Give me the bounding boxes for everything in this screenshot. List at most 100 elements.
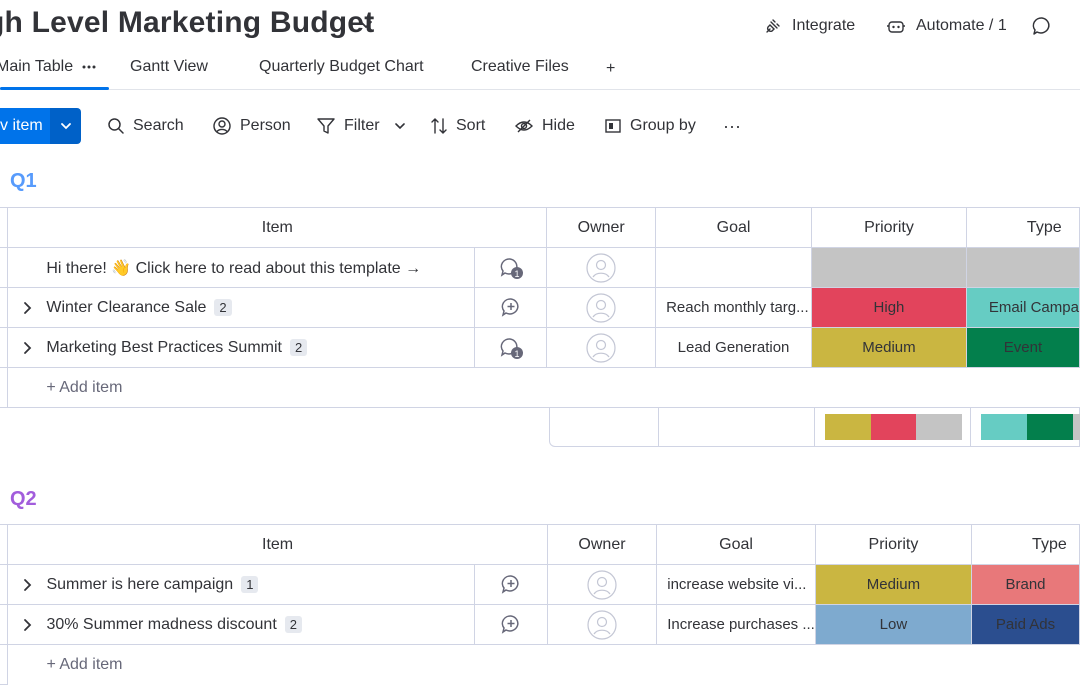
item-name[interactable]: 30% Summer madness discount — [46, 615, 277, 633]
column-header-goal[interactable]: Goal — [656, 524, 816, 565]
group-by-button[interactable]: Group by — [604, 113, 696, 139]
item-cell[interactable]: 30% Summer madness discount 2 — [7, 604, 476, 645]
owner-cell[interactable] — [546, 247, 657, 288]
expand-chevron-right-icon[interactable] — [9, 578, 47, 592]
automate-button[interactable]: Automate / 1 — [886, 14, 1007, 38]
tab-gantt-view[interactable]: Gantt View — [130, 58, 208, 75]
table-row[interactable]: Summer is here campaign 1 increase websi… — [0, 564, 1080, 605]
column-header-item[interactable]: Item — [7, 207, 548, 248]
table-row[interactable]: Hi there! 👋 Click here to read about thi… — [0, 247, 1080, 288]
add-item-input[interactable]: + Add item — [7, 367, 1080, 408]
expand-chevron-right-icon[interactable] — [9, 341, 47, 355]
item-cell[interactable]: Winter Clearance Sale 2 — [7, 287, 476, 328]
avatar-placeholder-icon[interactable] — [548, 289, 655, 327]
avatar-placeholder-icon[interactable] — [548, 249, 655, 287]
item-cell[interactable]: Marketing Best Practices Summit 2 — [7, 327, 476, 368]
column-header-goal[interactable]: Goal — [655, 207, 812, 248]
column-header-priority[interactable]: Priority — [811, 207, 967, 248]
goal-cell[interactable] — [655, 247, 812, 288]
table-row[interactable]: Winter Clearance Sale 2 Reach monthly ta… — [0, 287, 1080, 328]
subitems-count-badge[interactable]: 2 — [289, 339, 308, 356]
goal-cell[interactable]: Reach monthly targ... — [655, 287, 812, 328]
add-item-row[interactable]: + Add item — [0, 644, 1080, 685]
updates-cell[interactable]: 1 — [474, 327, 548, 368]
item-name[interactable]: Winter Clearance Sale — [46, 298, 207, 316]
goal-cell[interactable]: Increase purchases ... — [656, 604, 816, 645]
column-header-type[interactable]: Type — [971, 524, 1080, 565]
group-title-q2[interactable]: Q2 — [10, 488, 37, 510]
more-actions-button[interactable]: ··· — [723, 115, 741, 136]
avatar-placeholder-icon[interactable] — [548, 566, 656, 604]
avatar-placeholder-icon[interactable] — [548, 329, 655, 367]
owner-cell[interactable] — [546, 604, 658, 645]
item-name[interactable]: Marketing Best Practices Summit — [46, 338, 282, 356]
subitems-count-badge[interactable]: 2 — [214, 299, 232, 316]
type-status[interactable]: Email Campa — [965, 287, 1080, 328]
updates-chat-icon[interactable] — [1031, 15, 1053, 37]
priority-summary-bar[interactable] — [825, 414, 963, 440]
updates-with-count-icon[interactable]: 1 — [476, 329, 546, 367]
priority-status[interactable]: Medium — [814, 564, 973, 605]
item-name[interactable]: Summer is here campaign — [46, 575, 234, 593]
priority-status[interactable] — [811, 247, 967, 288]
group-title-q1[interactable]: Q1 — [10, 170, 37, 192]
filter-chevron-down-icon[interactable] — [393, 119, 407, 133]
tab-creative-files[interactable]: Creative Files — [471, 58, 569, 75]
owner-cell[interactable] — [546, 327, 657, 368]
new-item-dropdown-button[interactable] — [50, 108, 81, 144]
updates-with-count-icon[interactable]: 1 — [476, 249, 546, 287]
updates-cell[interactable] — [474, 604, 548, 645]
type-summary-bar[interactable] — [981, 414, 1080, 440]
hide-button[interactable]: Hide — [514, 113, 575, 139]
subitems-count-badge[interactable]: 2 — [284, 616, 302, 633]
updates-cell[interactable] — [474, 287, 548, 328]
integrate-button[interactable]: Integrate — [764, 14, 855, 38]
sort-button[interactable]: Sort — [430, 113, 485, 139]
item-cell[interactable]: Hi there! 👋 Click here to read about thi… — [7, 247, 476, 288]
add-item-input[interactable]: + Add item — [7, 644, 1080, 685]
updates-cell[interactable] — [474, 564, 548, 605]
add-update-icon[interactable] — [476, 289, 546, 327]
add-view-button[interactable]: + — [606, 60, 616, 77]
priority-status[interactable]: Medium — [811, 327, 967, 368]
expand-chevron-right-icon[interactable] — [9, 301, 47, 315]
updates-cell[interactable]: 1 — [474, 247, 548, 288]
filter-label: Filter — [344, 117, 380, 134]
column-header-type[interactable]: Type — [965, 207, 1080, 248]
tab-quarterly-budget-chart[interactable]: Quarterly Budget Chart — [259, 58, 424, 75]
subitems-count-badge[interactable]: 1 — [241, 576, 259, 593]
owner-cell[interactable] — [546, 564, 658, 605]
type-status[interactable]: Brand — [971, 564, 1080, 605]
avatar-placeholder-icon[interactable] — [548, 606, 656, 644]
column-header-owner[interactable]: Owner — [546, 207, 657, 248]
tab-options-icon[interactable] — [81, 61, 97, 73]
type-status[interactable]: Event — [965, 327, 1080, 368]
goal-cell[interactable]: increase website vi... — [656, 564, 816, 605]
add-item-row[interactable]: + Add item — [0, 367, 1080, 408]
column-header-owner[interactable]: Owner — [546, 524, 658, 565]
item-name[interactable]: Hi there! 👋 Click here to read about thi… — [46, 259, 422, 277]
priority-status[interactable]: Low — [814, 604, 973, 645]
person-filter-button[interactable]: Person — [212, 113, 291, 139]
add-update-icon[interactable] — [476, 566, 547, 604]
board-title[interactable]: gh Level Marketing Budget — [0, 6, 375, 39]
table-row[interactable]: 30% Summer madness discount 2 Increase p… — [0, 604, 1080, 645]
column-header-priority[interactable]: Priority — [814, 524, 973, 565]
tab-main-table[interactable]: Main Table — [0, 58, 74, 75]
add-update-icon[interactable] — [476, 606, 547, 644]
search-icon — [107, 117, 125, 135]
column-header-item[interactable]: Item — [7, 524, 548, 565]
goal-cell[interactable]: Lead Generation — [655, 327, 812, 368]
table-row[interactable]: Marketing Best Practices Summit 2 1 Lead… — [0, 327, 1080, 368]
priority-status[interactable]: High — [811, 287, 967, 328]
title-chevron-down-icon[interactable] — [358, 16, 374, 32]
filter-button[interactable]: Filter — [316, 113, 380, 139]
search-button[interactable]: Search — [107, 113, 184, 139]
expand-chevron-right-icon[interactable] — [9, 618, 47, 632]
type-status[interactable]: Paid Ads — [971, 604, 1080, 645]
owner-cell[interactable] — [546, 287, 657, 328]
type-status[interactable] — [965, 247, 1080, 288]
add-item-label[interactable]: + Add item — [46, 378, 123, 396]
item-cell[interactable]: Summer is here campaign 1 — [7, 564, 476, 605]
add-item-label[interactable]: + Add item — [46, 655, 123, 673]
